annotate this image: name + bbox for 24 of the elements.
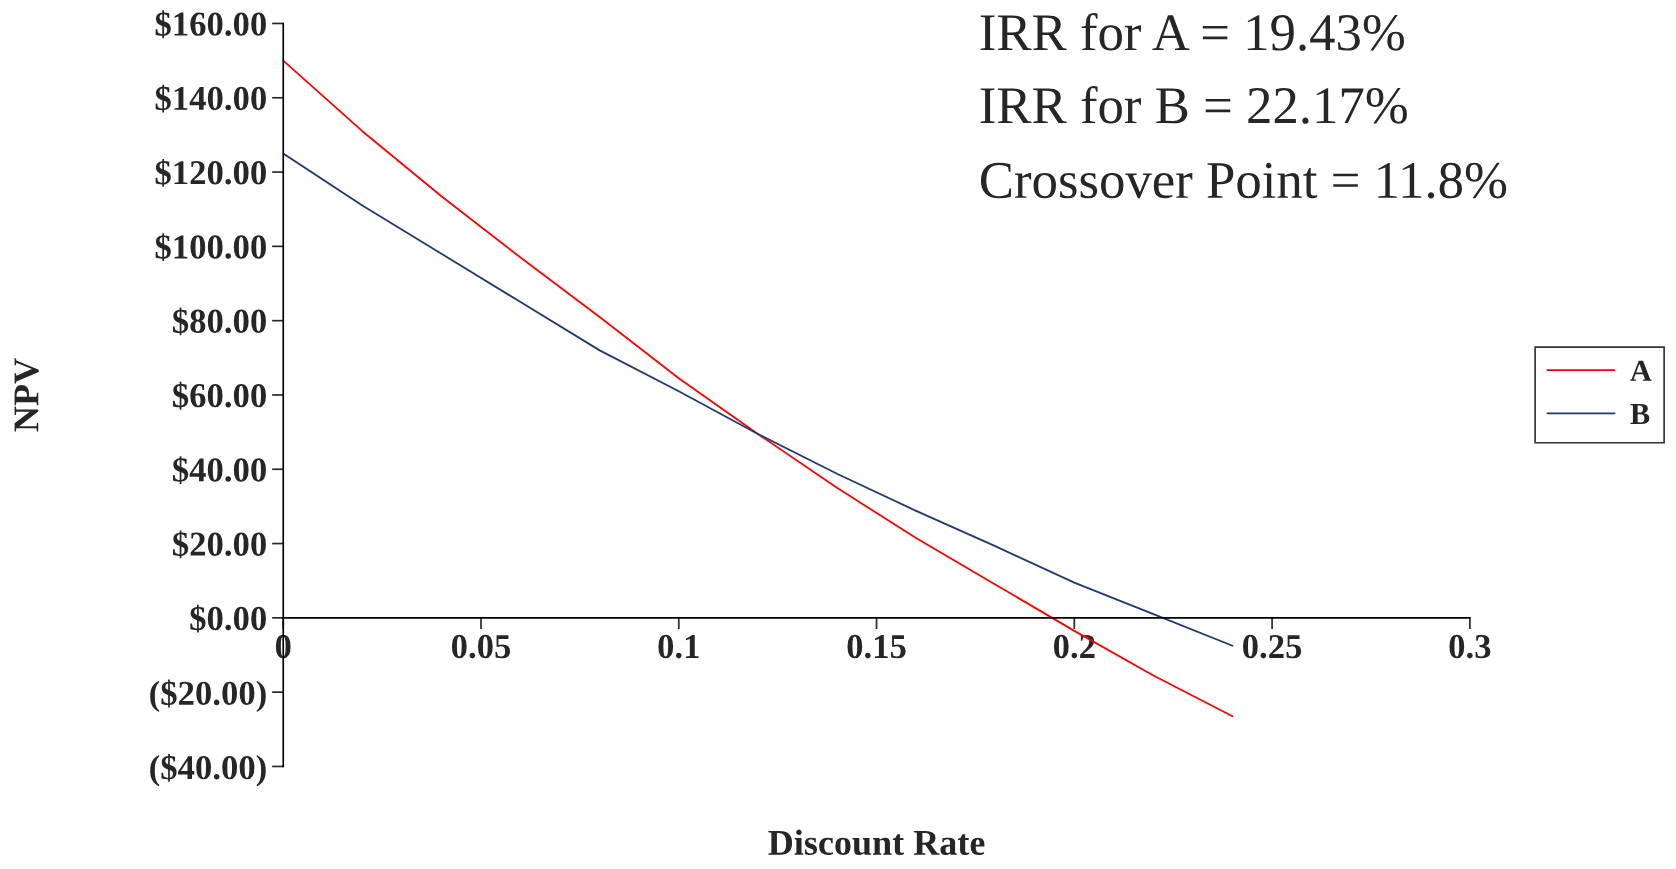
x-tick-label: 0.05 xyxy=(451,634,511,659)
y-tick-label: $100.00 xyxy=(155,233,266,262)
annotation: Crossover Point = 11.8% xyxy=(980,162,1507,199)
x-tick-label: 0.15 xyxy=(847,634,906,659)
y-tick-label: $80.00 xyxy=(173,307,266,336)
y-tick-label: $0.00 xyxy=(190,604,266,633)
x-tick-label: 0.25 xyxy=(1243,634,1302,659)
x-tick-label: 0.1 xyxy=(658,634,699,659)
y-tick-label: $160.00 xyxy=(155,10,266,39)
y-tick-label: $140.00 xyxy=(155,84,266,113)
y-tick-label: $40.00 xyxy=(173,456,266,484)
x-tick-label: 0.2 xyxy=(1053,634,1095,659)
x-axis-title: Discount Rate xyxy=(768,829,985,856)
y-tick-label: ($20.00) xyxy=(150,679,266,713)
annotation: IRR for A = 19.43% xyxy=(980,12,1405,51)
y-tick-label: $120.00 xyxy=(155,158,266,187)
y-tick-label: $60.00 xyxy=(173,381,266,410)
legend-label: B xyxy=(1630,403,1650,425)
annotation: IRR for B = 22.17% xyxy=(980,85,1407,124)
y-axis-title: NPV xyxy=(14,358,39,432)
legend-label: A xyxy=(1630,360,1652,381)
x-tick-label: 0.3 xyxy=(1449,634,1491,659)
y-tick-label: $20.00 xyxy=(173,530,266,559)
y-tick-label: ($40.00) xyxy=(150,753,266,787)
